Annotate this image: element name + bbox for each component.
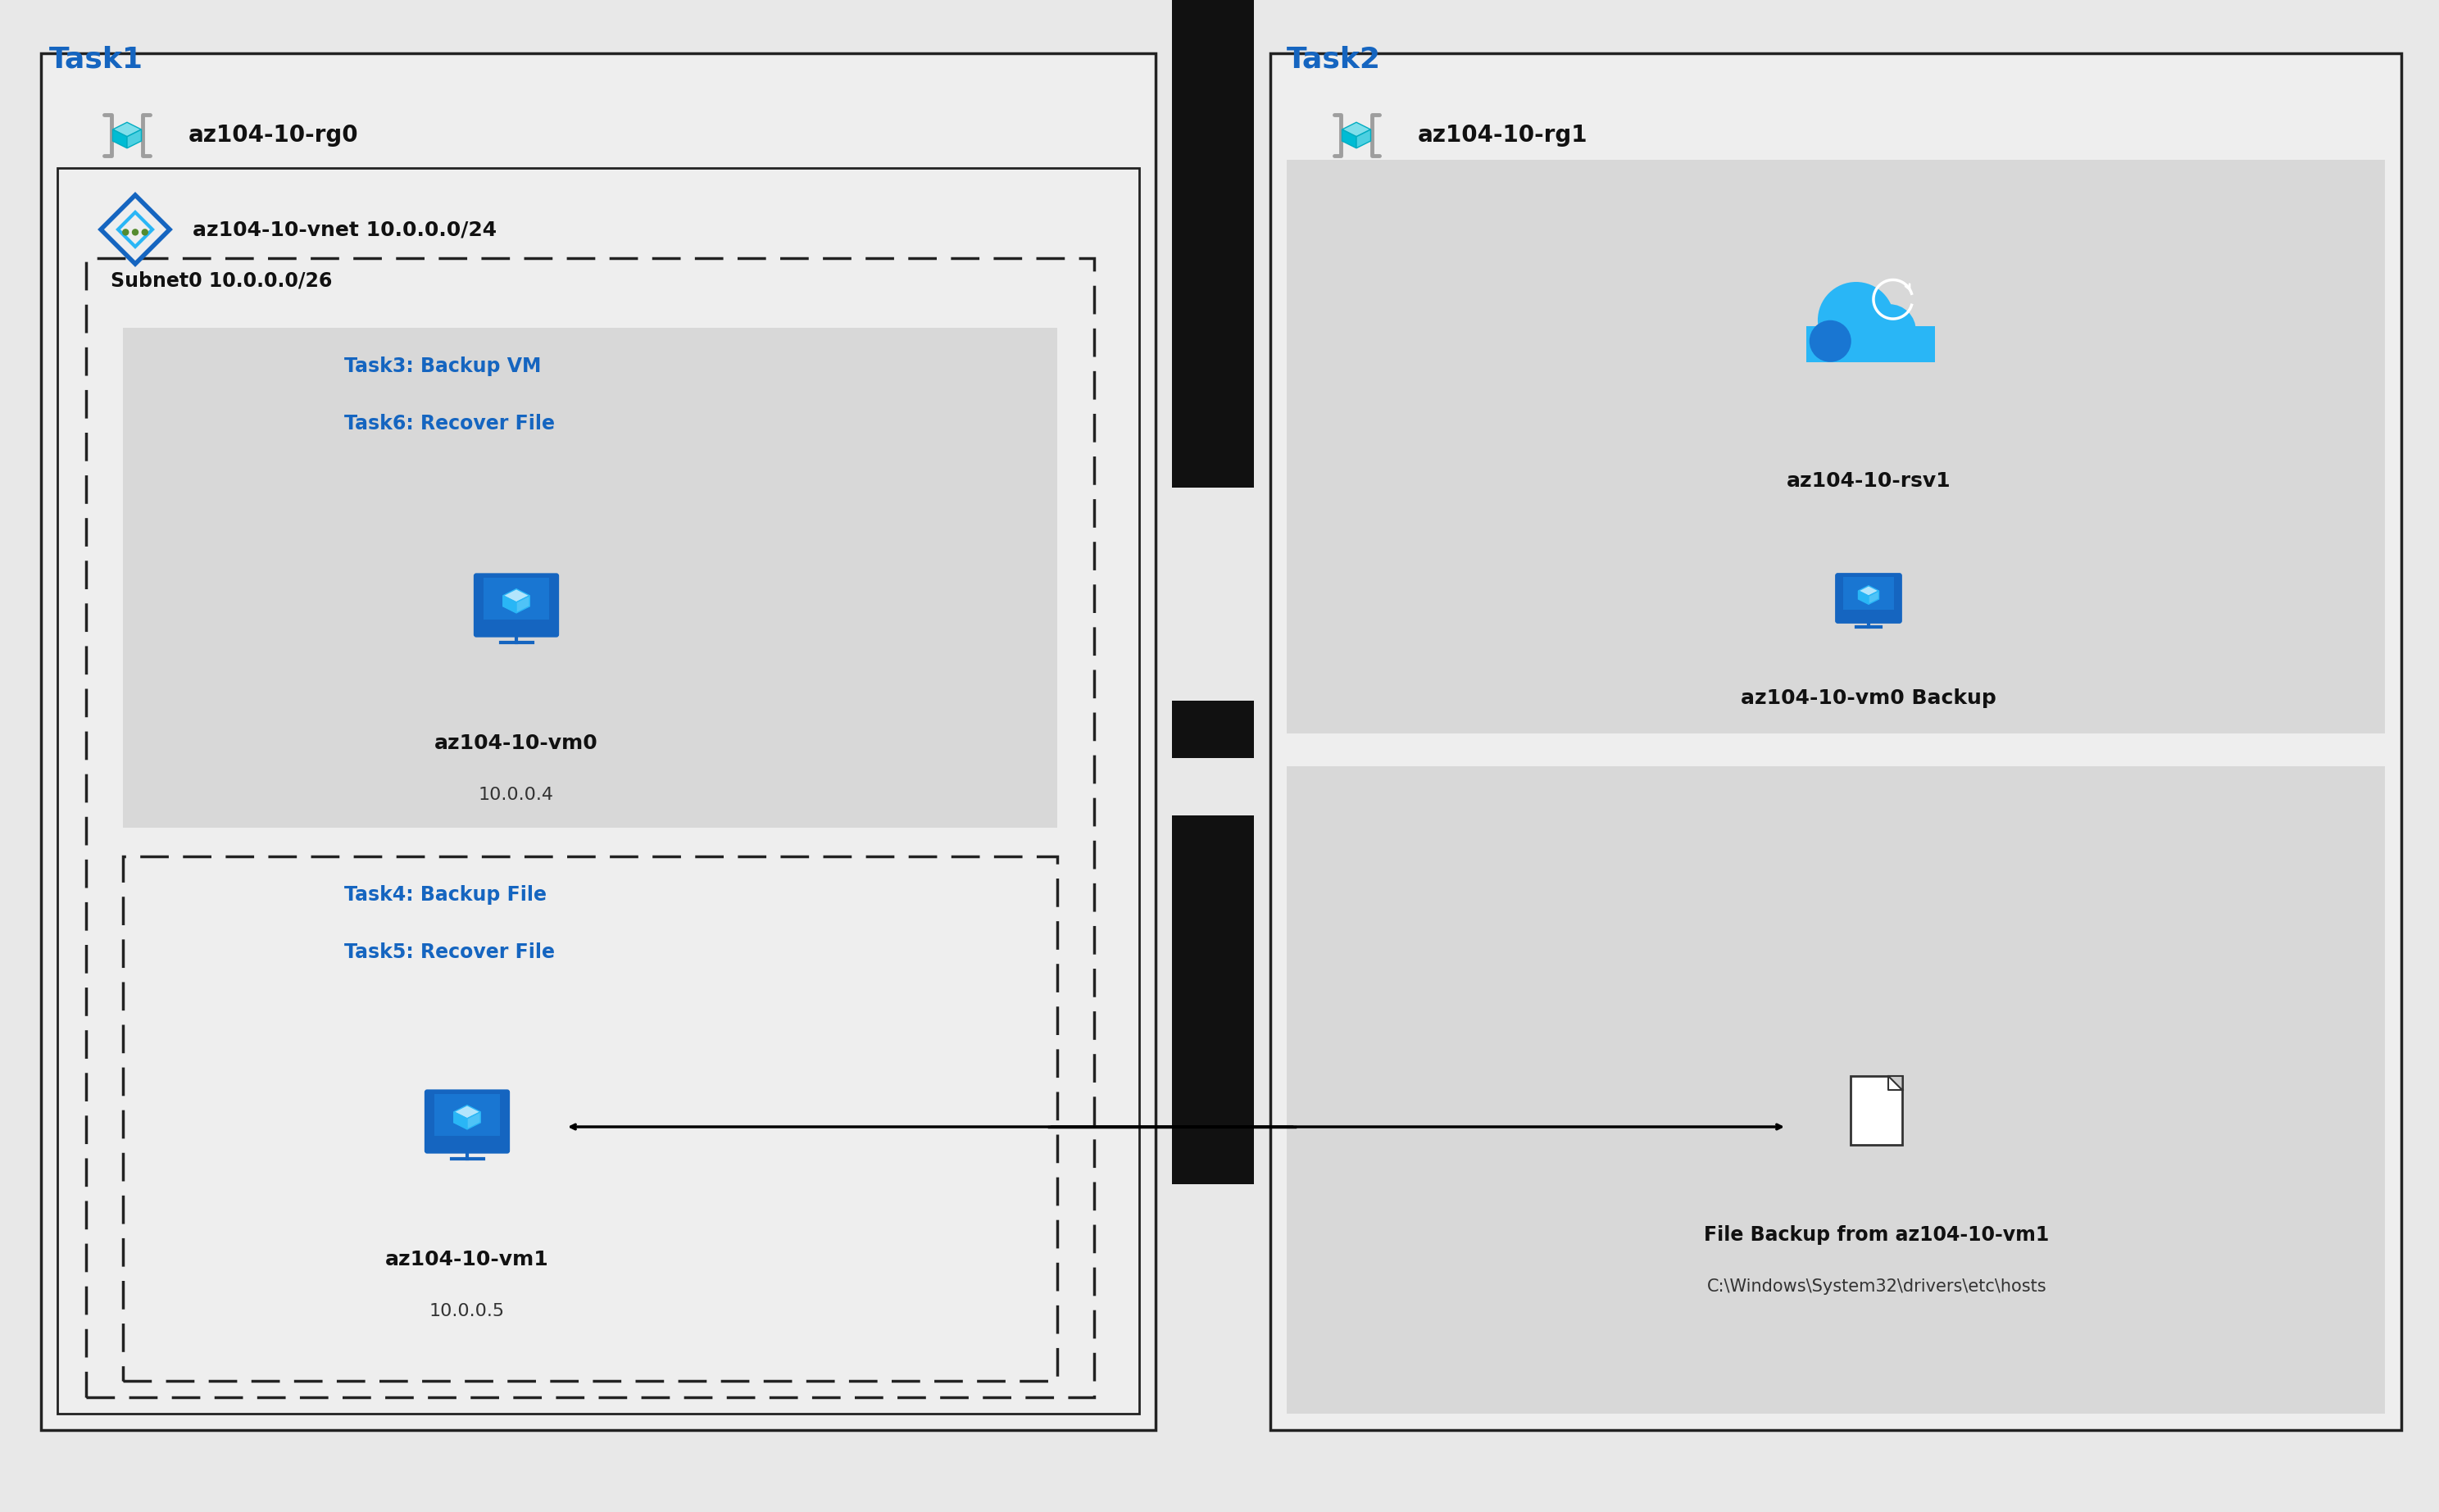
Text: Task2: Task2 <box>1288 45 1380 73</box>
Polygon shape <box>1341 122 1371 136</box>
Text: az104-10-rg1: az104-10-rg1 <box>1417 124 1588 147</box>
Polygon shape <box>502 596 517 612</box>
Polygon shape <box>127 130 141 148</box>
Text: Task5: Recover File: Task5: Recover File <box>344 942 554 962</box>
Polygon shape <box>1859 585 1878 596</box>
Polygon shape <box>454 1105 480 1119</box>
Text: Task6: Recover File: Task6: Recover File <box>344 414 554 434</box>
Polygon shape <box>112 130 127 148</box>
Text: az104-10-vnet 10.0.0.0/24: az104-10-vnet 10.0.0.0/24 <box>193 219 498 239</box>
Text: Subnet0 10.0.0.0/26: Subnet0 10.0.0.0/26 <box>110 271 332 290</box>
FancyBboxPatch shape <box>17 33 2422 1495</box>
Polygon shape <box>517 596 529 612</box>
FancyBboxPatch shape <box>1173 700 1254 758</box>
Circle shape <box>141 228 149 236</box>
Polygon shape <box>1356 130 1371 148</box>
FancyBboxPatch shape <box>483 578 549 620</box>
Text: az104-10-rg0: az104-10-rg0 <box>188 124 359 147</box>
Text: az104-10-vm1: az104-10-vm1 <box>385 1250 549 1270</box>
Text: az104-10-vm0 Backup: az104-10-vm0 Backup <box>1741 688 1998 708</box>
FancyBboxPatch shape <box>1844 578 1893 609</box>
Polygon shape <box>1859 591 1868 605</box>
FancyBboxPatch shape <box>122 328 1056 827</box>
Circle shape <box>132 228 139 236</box>
FancyBboxPatch shape <box>1837 575 1900 623</box>
FancyBboxPatch shape <box>59 168 1139 1414</box>
Text: File Backup from az104-10-vm1: File Backup from az104-10-vm1 <box>1705 1225 2049 1244</box>
FancyBboxPatch shape <box>1288 767 2385 1414</box>
FancyBboxPatch shape <box>41 53 1156 1430</box>
Polygon shape <box>468 1111 480 1129</box>
FancyBboxPatch shape <box>1288 160 2385 733</box>
Circle shape <box>1810 321 1851 361</box>
FancyBboxPatch shape <box>476 575 559 637</box>
Text: Task3: Backup VM: Task3: Backup VM <box>344 357 541 376</box>
Text: C:\Windows\System32\drivers\etc\hosts: C:\Windows\System32\drivers\etc\hosts <box>1707 1279 2046 1294</box>
FancyBboxPatch shape <box>1851 1077 1902 1145</box>
Circle shape <box>1817 281 1895 358</box>
Polygon shape <box>1341 130 1356 148</box>
Polygon shape <box>1868 591 1878 605</box>
FancyBboxPatch shape <box>1805 325 1934 361</box>
Circle shape <box>1863 304 1917 357</box>
Text: 10.0.0.4: 10.0.0.4 <box>478 786 554 803</box>
Text: 10.0.0.5: 10.0.0.5 <box>429 1303 505 1320</box>
FancyBboxPatch shape <box>434 1095 500 1136</box>
Polygon shape <box>112 122 141 136</box>
Polygon shape <box>1888 1077 1902 1090</box>
Text: Task1: Task1 <box>49 45 144 73</box>
FancyBboxPatch shape <box>1173 815 1254 1184</box>
FancyBboxPatch shape <box>424 1090 510 1152</box>
Text: az104-10-rsv1: az104-10-rsv1 <box>1785 472 1951 491</box>
FancyBboxPatch shape <box>1173 0 1254 487</box>
Polygon shape <box>502 590 529 602</box>
Polygon shape <box>454 1111 468 1129</box>
FancyBboxPatch shape <box>1271 53 2402 1430</box>
Text: az104-10-vm0: az104-10-vm0 <box>434 733 598 753</box>
Circle shape <box>122 228 129 236</box>
Text: Task4: Backup File: Task4: Backup File <box>344 885 546 904</box>
